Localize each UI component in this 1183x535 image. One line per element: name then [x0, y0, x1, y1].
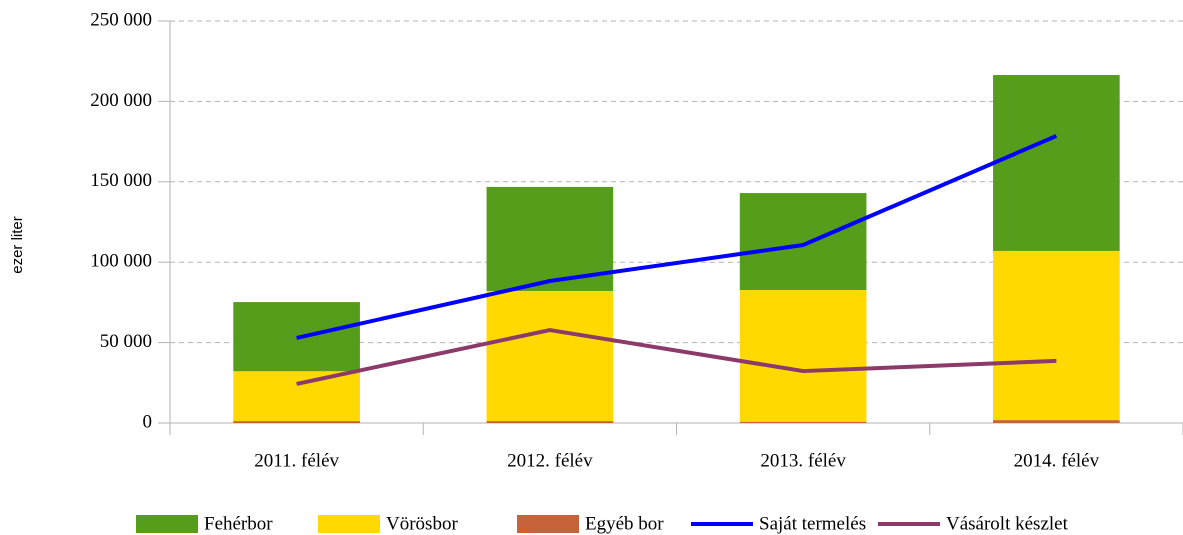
x-tick-label: 2013. félév: [760, 450, 846, 471]
bar: [993, 420, 1120, 423]
y-tick-label: 100 000: [90, 251, 152, 272]
bar: [993, 250, 1120, 421]
x-tick-label: 2012. félév: [507, 450, 593, 471]
legend-swatch: [136, 515, 198, 533]
legend-label: Fehérbor: [204, 513, 273, 534]
legend-label: Egyéb bor: [585, 513, 664, 534]
legend-label: Vörösbor: [386, 513, 458, 534]
bar: [739, 421, 867, 423]
line-series: [296, 134, 1058, 340]
bar: [233, 371, 360, 422]
line-series: [296, 328, 1057, 386]
x-tick-label: 2011. félév: [254, 450, 339, 471]
y-tick-label: 0: [143, 411, 153, 432]
bar: [486, 421, 614, 423]
y-tick-label: 50 000: [100, 331, 152, 352]
y-tick-label: 250 000: [90, 9, 152, 30]
x-tick-label: 2014. félév: [1014, 450, 1100, 471]
legend-swatch: [517, 515, 579, 533]
bar: [233, 421, 360, 423]
bar: [739, 193, 867, 291]
y-tick-label: 150 000: [90, 170, 152, 191]
legend-label: Saját termelés: [759, 513, 866, 534]
legend-swatch: [318, 515, 380, 533]
y-tick-label: 200 000: [90, 90, 152, 111]
y-axis-label: ezer liter: [9, 216, 26, 274]
bar: [993, 75, 1120, 251]
bar: [486, 290, 614, 422]
bar: [739, 290, 867, 422]
legend-label: Vásárolt készlet: [946, 513, 1069, 534]
